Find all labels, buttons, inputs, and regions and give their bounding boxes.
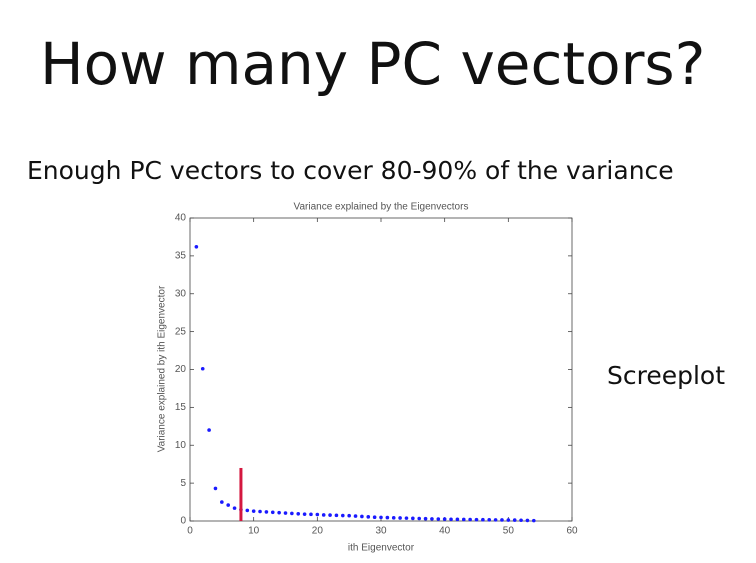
point (481, 517, 485, 522)
point (226, 503, 230, 507)
point (474, 517, 479, 522)
point (360, 514, 364, 519)
point (372, 515, 377, 520)
point (455, 517, 460, 522)
point (461, 517, 466, 522)
point (411, 516, 415, 521)
point (213, 486, 218, 491)
point (296, 512, 301, 516)
y-tick-label: 30 (175, 288, 187, 299)
point (290, 511, 294, 516)
point (270, 510, 275, 515)
point (532, 518, 536, 523)
point (391, 516, 396, 520)
point (341, 513, 345, 518)
y-tick-label: 15 (175, 402, 187, 413)
x-tick-label: 60 (566, 526, 578, 537)
point (449, 517, 453, 522)
point (353, 514, 358, 518)
point (207, 428, 211, 432)
point (220, 500, 224, 504)
point (385, 515, 390, 520)
x-tick-label: 30 (375, 526, 387, 537)
point (436, 517, 441, 521)
point (468, 517, 472, 522)
point (264, 510, 269, 514)
point (500, 518, 504, 522)
x-tick-label: 50 (503, 526, 515, 537)
point (347, 513, 351, 518)
plot: Variance explained by the Eigenvectors i… (157, 202, 578, 554)
point (283, 511, 288, 515)
point (277, 510, 281, 515)
plot-frame (189, 217, 573, 522)
side-label: Screeplot (607, 361, 725, 390)
y-tick-label: 0 (180, 516, 186, 527)
point (251, 509, 256, 513)
x-tick-label: 40 (439, 526, 451, 537)
point (200, 366, 205, 371)
point (423, 516, 428, 521)
y-axis-label: Variance explained by ith Eigenvector (157, 285, 168, 452)
y-tick-label: 35 (175, 251, 187, 262)
point (493, 518, 498, 522)
x-axis-label: ith Eigenvector (348, 543, 415, 554)
point (512, 518, 517, 522)
point (245, 508, 250, 513)
point (519, 518, 523, 523)
point (366, 515, 371, 519)
point (334, 513, 339, 518)
point (232, 506, 237, 510)
point (442, 517, 447, 521)
point (525, 518, 530, 523)
point (328, 513, 332, 517)
point (379, 515, 383, 520)
y-tick-label: 25 (175, 326, 187, 337)
y-tick-label: 10 (175, 440, 187, 451)
point (404, 516, 409, 520)
point (315, 512, 320, 517)
slide-subtitle: Enough PC vectors to cover 80-90% of the… (27, 156, 674, 185)
point (430, 517, 434, 521)
x-tick-label: 10 (248, 526, 260, 537)
point (302, 512, 307, 516)
chart-title: Variance explained by the Eigenvectors (294, 202, 469, 213)
point (398, 516, 402, 520)
point (194, 244, 199, 249)
point (487, 517, 492, 522)
point (309, 512, 313, 517)
x-tick-label: 0 (187, 526, 193, 537)
point (258, 509, 262, 514)
slide-title: How many PC vectors? (40, 30, 705, 98)
y-tick-label: 40 (175, 213, 187, 224)
y-tick-label: 5 (180, 478, 186, 489)
y-tick-label: 20 (175, 364, 187, 375)
x-tick-label: 20 (312, 526, 324, 537)
point (321, 513, 326, 517)
point (417, 516, 422, 521)
point (506, 518, 511, 522)
